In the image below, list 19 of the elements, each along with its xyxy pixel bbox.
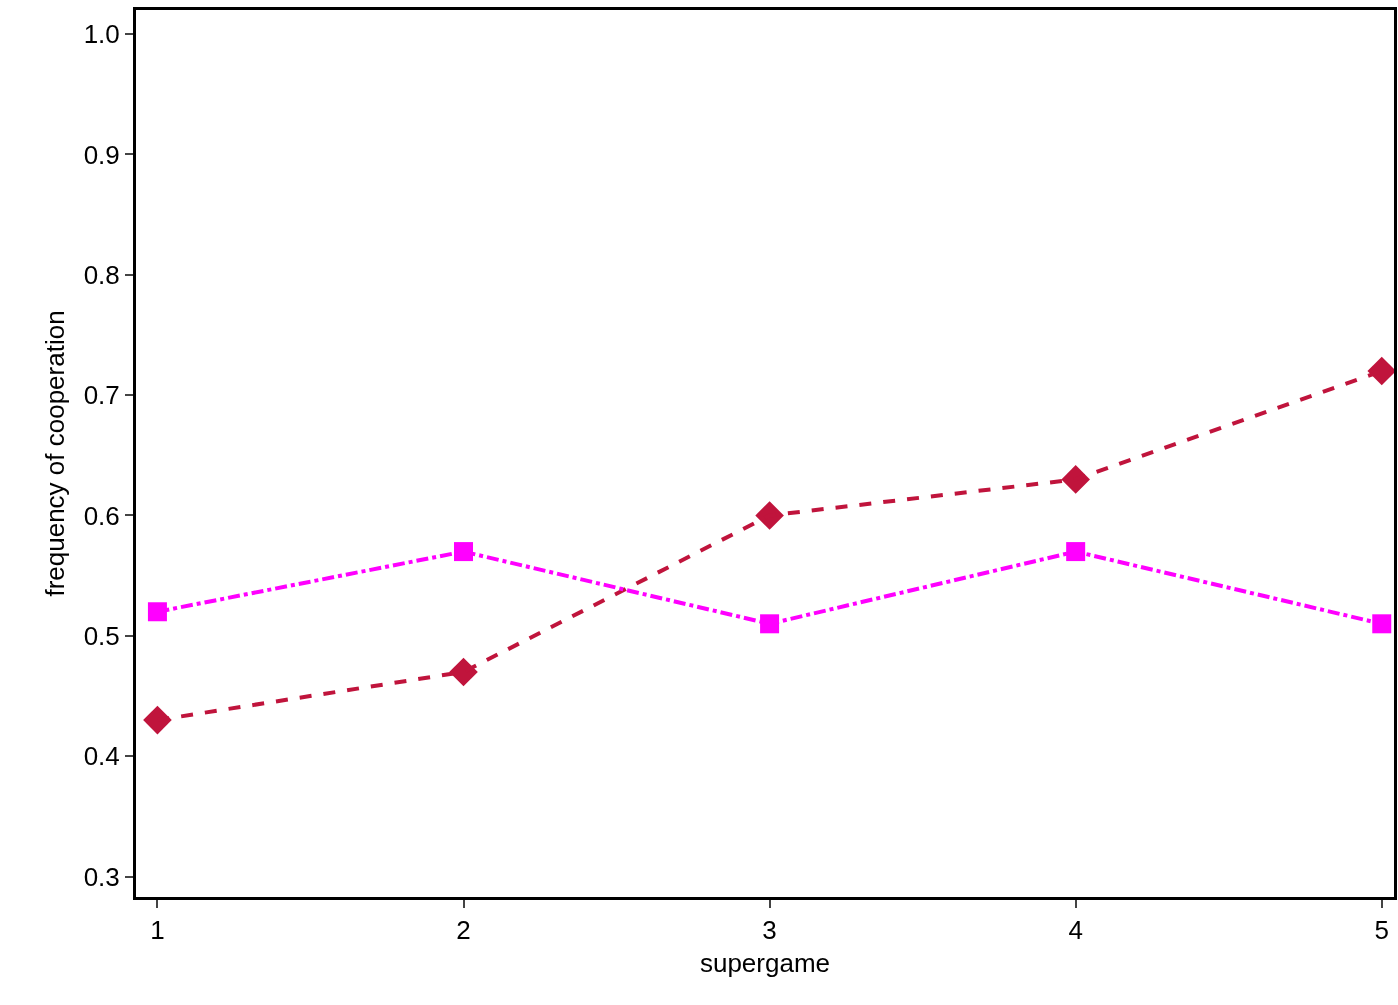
- point: [1367, 356, 1397, 386]
- point: [755, 501, 784, 530]
- y-tick-label: 1.0: [83, 19, 120, 50]
- x-tick-label: 2: [456, 915, 471, 946]
- x-tick-label: 5: [1374, 915, 1389, 946]
- y-tick-label: 0.4: [83, 741, 120, 772]
- y-tick-label: 0.7: [83, 380, 120, 411]
- x-axis-title: supergame: [699, 947, 831, 978]
- x-tick-label: 1: [150, 915, 165, 946]
- y-tick-label: 0.6: [83, 500, 120, 531]
- y-tick-label: 0.5: [83, 620, 120, 651]
- y-axis-title: frequency of cooperation: [40, 310, 71, 597]
- x-tick-label: 4: [1068, 915, 1083, 946]
- point: [1061, 465, 1090, 494]
- y-tick-label: 0.9: [83, 139, 120, 170]
- y-tick-label: 0.8: [83, 259, 120, 290]
- y-tick-label: 0.3: [83, 861, 120, 892]
- x-tick-label: 3: [762, 915, 777, 946]
- point: [1372, 614, 1392, 634]
